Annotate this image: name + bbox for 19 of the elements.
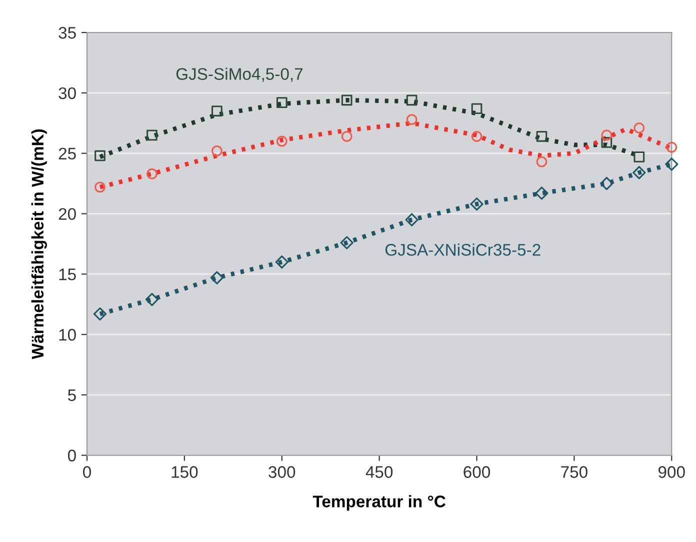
y-tick-label: 35 — [58, 26, 76, 39]
y-tick-label: 25 — [58, 148, 76, 160]
series-label: GJSA-XNiSiCr35-5-2 — [385, 243, 540, 256]
x-tick-label: 600 — [464, 466, 490, 478]
y-tick-label: 10 — [59, 328, 76, 341]
x-axis-title: Temperatur in °C — [312, 495, 446, 511]
y-tick-label: 15 — [59, 268, 76, 280]
x-tick-label: 0 — [83, 466, 91, 478]
y-tick-label: 0 — [68, 450, 76, 462]
x-tick-label: 450 — [366, 466, 393, 478]
x-tick-label: 150 — [172, 466, 198, 478]
y-tick-label: 30 — [58, 87, 76, 100]
y-tick-label: 20 — [58, 208, 76, 220]
y-axis-title: Wärmeleitfähigkeit in W/(mK) — [31, 129, 47, 360]
series-label: GJS-SiMo4,5-0,7 — [176, 68, 303, 82]
x-tick-label: 300 — [268, 466, 296, 478]
y-tick-label: 5 — [68, 389, 76, 402]
x-tick-label: 750 — [561, 466, 588, 478]
x-tick-label: 900 — [658, 466, 685, 478]
